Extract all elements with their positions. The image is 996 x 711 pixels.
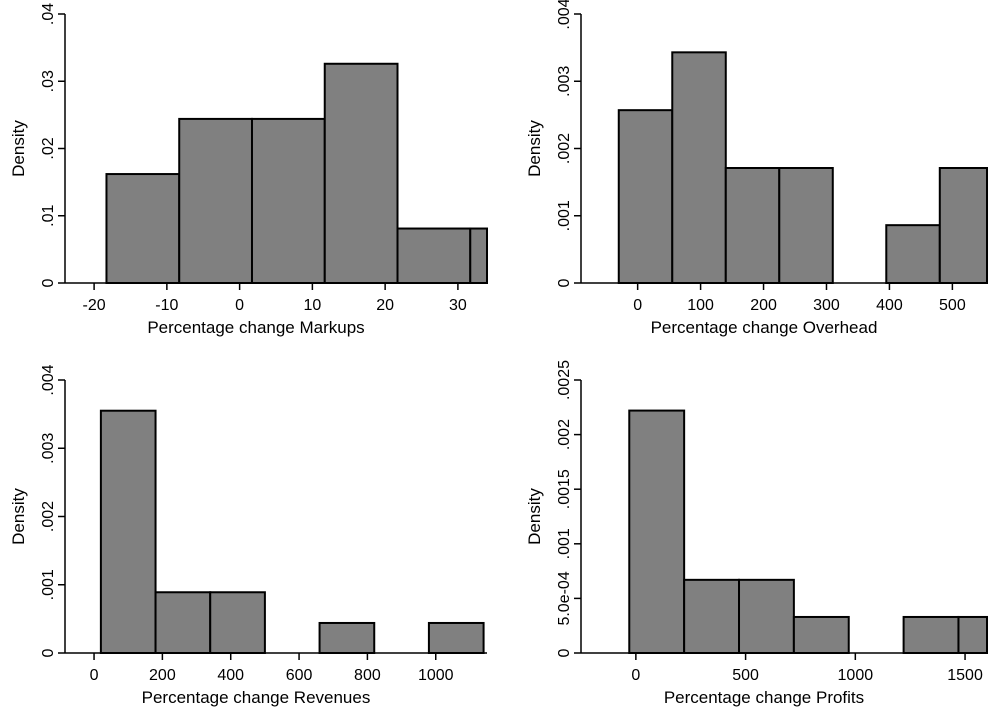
y-axis-title: Density: [9, 488, 28, 545]
histogram-bar-3: [792, 615, 850, 654]
y-tick-label: 0: [556, 278, 573, 287]
histogram-bar-6: [427, 621, 485, 654]
y-tick-label: .0025: [556, 360, 573, 400]
x-tick-label: 1000: [418, 667, 454, 684]
x-tick-label: 0: [631, 667, 640, 684]
x-tick-label: 500: [939, 297, 966, 314]
histogram-bar-0: [99, 409, 157, 654]
y-tick-label: .002: [556, 419, 573, 450]
histogram-bar-1: [683, 578, 741, 654]
markups-histogram-panel: -20 -10 0 10 20 30 0 .01 .02 .03 .04 Percentage cha…: [9, 3, 488, 337]
x-tick-label: 1500: [947, 667, 983, 684]
y-tick-label: .001: [556, 528, 573, 559]
profits-histogram-panel: 0 500 1000 1500 0 5.0e-04 .001 .0015 .002 .0025 Pe…: [525, 360, 989, 707]
x-tick-label: 800: [354, 667, 381, 684]
y-tick-label: .04: [40, 3, 57, 25]
histogram-bar-0: [105, 173, 181, 284]
x-tick-label: 200: [750, 297, 777, 314]
x-tick-label: -20: [83, 297, 106, 314]
y-axis-title: Density: [525, 120, 544, 177]
x-tick-label: 500: [732, 667, 759, 684]
histogram-bar-5: [469, 227, 488, 284]
histogram-bar-0: [628, 409, 686, 654]
x-tick-label: 400: [876, 297, 903, 314]
histogram-bar-4: [396, 227, 472, 284]
histogram-bar-2: [250, 117, 326, 284]
x-tick-label: 300: [813, 297, 840, 314]
x-tick-label: 100: [687, 297, 714, 314]
x-tick-label: 400: [217, 667, 244, 684]
x-tick-label: -10: [155, 297, 178, 314]
x-tick-label: 30: [449, 297, 467, 314]
histogram-bar-1: [671, 51, 727, 284]
y-tick-label: .01: [40, 205, 57, 227]
y-tick-label: .03: [40, 70, 57, 92]
y-tick-label: .002: [40, 501, 57, 532]
y-axis-title: Density: [9, 120, 28, 177]
y-tick-label: 0: [556, 648, 573, 657]
x-axis-title: Percentage change Profits: [664, 688, 864, 707]
y-tick-label: .02: [40, 137, 57, 159]
y-tick-label: 0: [40, 648, 57, 657]
x-axis-title: Percentage change Markups: [147, 318, 364, 337]
histogram-bar-2: [724, 167, 781, 284]
y-tick-label: 5.0e-04: [556, 571, 573, 625]
x-tick-label: 0: [633, 297, 642, 314]
y-tick-label: .001: [556, 200, 573, 231]
histogram-bar-1: [178, 117, 253, 284]
y-axis-title: Density: [525, 488, 544, 545]
x-tick-label: 200: [149, 667, 176, 684]
y-tick-label: .003: [40, 433, 57, 464]
x-tick-label: 0: [235, 297, 244, 314]
y-tick-label: .002: [556, 133, 573, 164]
histogram-bar-5: [885, 224, 941, 284]
y-tick-label: .003: [556, 66, 573, 97]
x-axis-title: Percentage change Revenues: [142, 688, 371, 707]
x-axis-title: Percentage change Overhead: [651, 318, 878, 337]
histogram-bar-1: [154, 591, 212, 655]
histogram-bar-5: [902, 615, 960, 654]
x-tick-label: 20: [376, 297, 394, 314]
histogram-bar-3: [778, 167, 834, 284]
overhead-histogram-panel: 0 100 200 300 400 500 0 .001 .002 .003 .004 Percent…: [525, 0, 989, 337]
x-tick-label: 1000: [838, 667, 874, 684]
histogram-bar-0: [617, 109, 674, 285]
y-tick-label: .004: [40, 364, 57, 395]
histogram-bar-2: [209, 591, 266, 655]
x-tick-label: 10: [303, 297, 321, 314]
x-tick-label: 600: [286, 667, 313, 684]
histogram-bar-6: [938, 167, 989, 284]
x-tick-label: 0: [90, 667, 99, 684]
histogram-bar-2: [738, 578, 795, 654]
histogram-bar-3: [323, 62, 399, 284]
histogram-bar-4: [318, 621, 376, 654]
y-tick-label: 0: [40, 278, 57, 287]
y-tick-label: .0015: [556, 469, 573, 509]
y-tick-label: .001: [40, 569, 57, 600]
y-tick-label: .004: [556, 0, 573, 30]
histogram-bar-6: [957, 615, 989, 654]
revenues-histogram-panel: 0 200 400 600 800 1000 0 .001 .002 .003 .004 Percen…: [9, 364, 487, 707]
